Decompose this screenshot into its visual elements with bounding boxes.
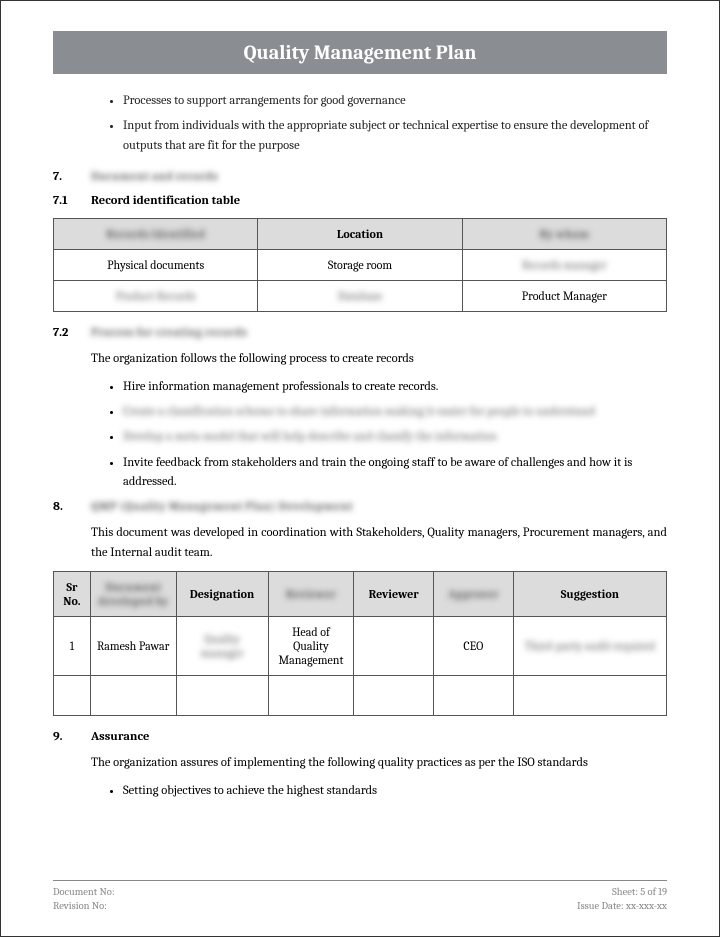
- table-header: Reviewer: [286, 587, 336, 601]
- section-number: 7.: [53, 170, 91, 184]
- footer-sheet: Sheet: 5 of 19: [577, 885, 667, 900]
- table-cell: [434, 676, 514, 716]
- section-number: 7.1: [53, 194, 91, 208]
- section-heading: Process for creating records: [91, 326, 667, 340]
- section-intro: The organization follows the following p…: [91, 350, 667, 369]
- table-header: Document developed by: [98, 580, 168, 608]
- table-cell: Records manager: [522, 258, 607, 272]
- table-cell: Ramesh Pawar: [90, 617, 176, 676]
- assurance-bullet-list: Setting objectives to achieve the highes…: [91, 782, 667, 801]
- table-header: Sr No.: [54, 572, 91, 617]
- table-cell: [176, 676, 268, 716]
- table-cell: [354, 617, 434, 676]
- table-cell: Head of Quality Management: [268, 617, 354, 676]
- list-item: Processes to support arrangements for go…: [123, 92, 667, 111]
- table-header: Suggestion: [513, 572, 666, 617]
- table-cell: Database: [338, 289, 383, 303]
- table-cell: 1: [54, 617, 91, 676]
- table-cell: [90, 676, 176, 716]
- footer-revision-no: Revision No:: [53, 899, 115, 914]
- table-cell: [54, 676, 91, 716]
- table-cell: [513, 676, 666, 716]
- table-header: Location: [258, 219, 462, 250]
- section-number: 8.: [53, 500, 91, 514]
- list-item: Develop a meta model that will help desc…: [123, 430, 497, 444]
- list-item: Input from individuals with the appropri…: [123, 117, 667, 156]
- table-header: By whom: [539, 227, 589, 241]
- section-heading: QMP (Quality Management Plan) Developmen…: [91, 500, 667, 514]
- table-cell: [268, 676, 354, 716]
- footer-issue-date: Issue Date: xx-xxx-xx: [577, 899, 667, 914]
- table-header: Reviewer: [354, 572, 434, 617]
- table-header: Designation: [176, 572, 268, 617]
- table-cell: Product Manager: [462, 281, 666, 312]
- development-table: Sr No. Document developed by Designation…: [53, 571, 667, 716]
- table-cell: Third-party audit required: [525, 639, 656, 653]
- document-title: Quality Management Plan: [53, 31, 667, 74]
- list-item: Invite feedback from stakeholders and tr…: [123, 454, 667, 493]
- section-intro: This document was developed in coordinat…: [91, 524, 667, 563]
- table-cell: CEO: [434, 617, 514, 676]
- table-cell: Physical documents: [54, 250, 258, 281]
- section-intro: The organization assures of implementing…: [91, 754, 667, 773]
- list-item: Create a classification scheme to share …: [123, 405, 595, 419]
- table-header: Records Identified: [106, 227, 205, 241]
- section-heading: Document and records: [91, 170, 667, 184]
- table-cell: Product Records: [116, 289, 196, 303]
- section-heading: Assurance: [91, 730, 667, 744]
- table-header: Approver: [448, 587, 498, 601]
- section-number: 9.: [53, 730, 91, 744]
- table-cell: Quality manager: [200, 632, 243, 660]
- footer-document-no: Document No:: [53, 885, 115, 900]
- section-number: 7.2: [53, 326, 91, 340]
- table-cell: Storage room: [258, 250, 462, 281]
- process-bullet-list: Hire information management professional…: [91, 378, 667, 493]
- section-heading: Record identification table: [91, 194, 667, 208]
- list-item: Hire information management professional…: [123, 378, 667, 397]
- intro-bullet-list: Processes to support arrangements for go…: [53, 92, 667, 156]
- record-identification-table: Records Identified Location By whom Phys…: [53, 218, 667, 312]
- list-item: Setting objectives to achieve the highes…: [123, 782, 667, 801]
- table-cell: [354, 676, 434, 716]
- page-footer: Document No: Revision No: Sheet: 5 of 19…: [53, 880, 667, 914]
